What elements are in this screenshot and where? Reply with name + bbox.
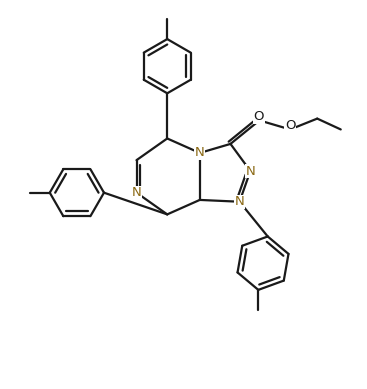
Text: N: N [246, 165, 255, 177]
Text: N: N [195, 146, 205, 159]
Text: O: O [254, 110, 264, 123]
Text: N: N [235, 195, 244, 208]
Text: O: O [285, 119, 295, 132]
Text: N: N [132, 186, 141, 199]
